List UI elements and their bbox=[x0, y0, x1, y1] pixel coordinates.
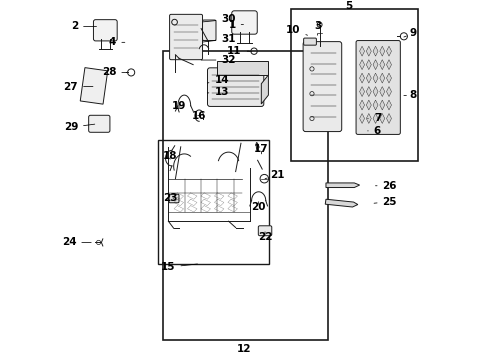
Polygon shape bbox=[366, 100, 370, 110]
Polygon shape bbox=[386, 73, 391, 83]
Bar bbox=[290, 9, 417, 161]
FancyBboxPatch shape bbox=[258, 226, 271, 236]
Text: 29: 29 bbox=[63, 122, 95, 132]
Bar bbox=[163, 51, 327, 340]
Polygon shape bbox=[372, 60, 377, 69]
Polygon shape bbox=[359, 60, 364, 69]
Polygon shape bbox=[217, 62, 268, 75]
FancyBboxPatch shape bbox=[93, 20, 117, 41]
Text: 32: 32 bbox=[201, 55, 236, 65]
Text: 19: 19 bbox=[172, 101, 186, 111]
FancyBboxPatch shape bbox=[207, 68, 263, 107]
Text: 11: 11 bbox=[227, 46, 248, 56]
Polygon shape bbox=[379, 73, 384, 83]
Text: 27: 27 bbox=[63, 82, 93, 91]
Text: 30: 30 bbox=[203, 14, 236, 24]
Text: 7: 7 bbox=[367, 113, 380, 123]
Polygon shape bbox=[379, 46, 384, 56]
Polygon shape bbox=[372, 113, 377, 123]
Text: 24: 24 bbox=[61, 238, 91, 247]
Bar bbox=[158, 140, 269, 264]
Polygon shape bbox=[325, 183, 359, 188]
Polygon shape bbox=[372, 46, 377, 56]
Text: 12: 12 bbox=[237, 345, 251, 354]
Polygon shape bbox=[372, 100, 377, 110]
Text: 10: 10 bbox=[285, 25, 307, 35]
Polygon shape bbox=[366, 46, 370, 56]
Polygon shape bbox=[386, 60, 391, 69]
Text: 20: 20 bbox=[251, 202, 265, 212]
FancyBboxPatch shape bbox=[303, 42, 341, 131]
Polygon shape bbox=[386, 113, 391, 123]
Polygon shape bbox=[366, 73, 370, 83]
Polygon shape bbox=[379, 87, 384, 96]
Text: 14: 14 bbox=[207, 75, 228, 85]
Text: 23: 23 bbox=[163, 193, 177, 203]
FancyBboxPatch shape bbox=[88, 115, 110, 132]
Polygon shape bbox=[379, 113, 384, 123]
FancyBboxPatch shape bbox=[169, 194, 179, 203]
Polygon shape bbox=[80, 68, 107, 104]
Text: 1: 1 bbox=[228, 19, 243, 30]
Text: 4: 4 bbox=[109, 37, 124, 47]
Text: 25: 25 bbox=[373, 197, 396, 207]
Polygon shape bbox=[359, 87, 364, 96]
Polygon shape bbox=[261, 75, 268, 104]
FancyBboxPatch shape bbox=[355, 41, 400, 134]
Polygon shape bbox=[366, 60, 370, 69]
Polygon shape bbox=[359, 46, 364, 56]
Polygon shape bbox=[366, 113, 370, 123]
Polygon shape bbox=[379, 60, 384, 69]
Text: 13: 13 bbox=[207, 87, 228, 97]
Text: 9: 9 bbox=[403, 28, 415, 39]
Polygon shape bbox=[386, 100, 391, 110]
Text: 8: 8 bbox=[403, 90, 416, 100]
Text: 16: 16 bbox=[191, 111, 205, 121]
FancyBboxPatch shape bbox=[303, 38, 316, 45]
FancyBboxPatch shape bbox=[202, 20, 216, 41]
Polygon shape bbox=[325, 199, 357, 207]
Text: 18: 18 bbox=[162, 151, 177, 161]
Polygon shape bbox=[366, 87, 370, 96]
Polygon shape bbox=[386, 87, 391, 96]
Polygon shape bbox=[359, 113, 364, 123]
Text: 26: 26 bbox=[375, 181, 396, 191]
Text: 17: 17 bbox=[254, 144, 268, 154]
Text: 6: 6 bbox=[367, 126, 380, 136]
FancyBboxPatch shape bbox=[169, 14, 202, 60]
Text: 15: 15 bbox=[161, 262, 197, 272]
FancyBboxPatch shape bbox=[231, 11, 257, 34]
Polygon shape bbox=[359, 100, 364, 110]
Text: 28: 28 bbox=[102, 67, 126, 77]
Text: 2: 2 bbox=[71, 21, 96, 31]
Polygon shape bbox=[379, 100, 384, 110]
Text: 3: 3 bbox=[313, 21, 321, 35]
Polygon shape bbox=[359, 73, 364, 83]
Text: 22: 22 bbox=[257, 232, 272, 242]
Polygon shape bbox=[372, 73, 377, 83]
Text: 5: 5 bbox=[345, 1, 352, 11]
Polygon shape bbox=[372, 87, 377, 96]
Polygon shape bbox=[386, 46, 391, 56]
Text: 21: 21 bbox=[264, 170, 284, 180]
Text: 31: 31 bbox=[203, 34, 236, 44]
